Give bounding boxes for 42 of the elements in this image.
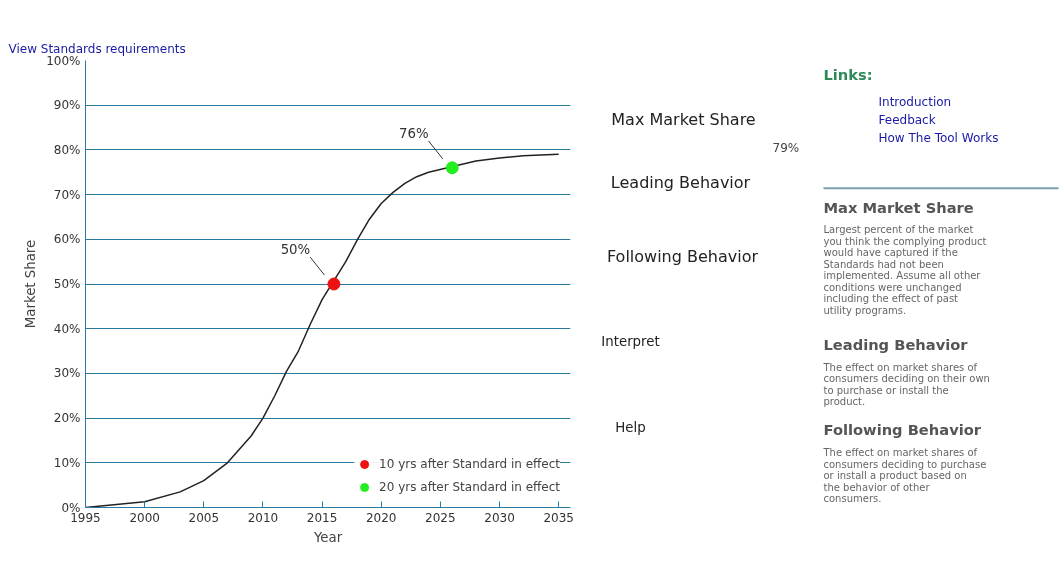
y-tick-label: 100%: [46, 53, 81, 68]
text: Largest percent of the market you think the complying product would have captured if the Standards had not been implemented. Assume all other conditions were unchanged including the effect of past utility programs.: [823, 223, 987, 316]
text: Max Market Share: [823, 199, 974, 217]
x-tick-label: 2015: [306, 510, 338, 525]
text: Feedback: [878, 113, 936, 128]
x-tick-label: 2035: [543, 510, 574, 525]
text: Following Behavior: [823, 420, 982, 438]
legend-label: 10 yrs after Standard in effect: [379, 457, 560, 471]
y-tick-label: 80%: [53, 142, 81, 157]
text: Links:: [823, 65, 873, 83]
text: Introduction: [878, 94, 952, 109]
y-tick-label: 60%: [53, 232, 81, 247]
y-tick-label: 20%: [53, 411, 81, 426]
x-tick-label: 2005: [188, 510, 220, 525]
text: Leading Behavior: [610, 172, 751, 192]
text: Interpret: [601, 334, 660, 350]
text: Help: [615, 420, 646, 436]
y-tick-label: 90%: [53, 98, 81, 113]
text: The effect on market shares of consumers deciding on their own to purchase or install the product.: [822, 361, 990, 408]
y-tick-label: 50%: [53, 277, 81, 291]
legend-label: 20 yrs after Standard in effect: [379, 480, 560, 494]
text: Following Behavior: [606, 247, 759, 266]
y-tick-label: 70%: [53, 187, 81, 202]
annotation: 50%: [280, 242, 311, 258]
x-tick-label: 2000: [129, 510, 160, 525]
x-tick-label: 1995: [70, 510, 101, 525]
x-tick-label: 2030: [484, 510, 515, 525]
text: Max Market Share: [611, 109, 756, 129]
text: View Standards requirements: [8, 41, 186, 56]
text: The effect on market shares of consumers deciding to purchase or install a product based on the behavior of other consumers.: [822, 447, 987, 505]
y-axis-title: Market Share: [23, 239, 39, 329]
y-tick-label: 40%: [53, 321, 81, 336]
annotation: 76%: [398, 125, 429, 141]
text: 79%: [772, 141, 800, 156]
y-tick-label: 10%: [53, 455, 81, 470]
text: Leading Behavior: [823, 335, 969, 353]
x-axis-title: Year: [312, 529, 343, 545]
text: How The Tool Works: [878, 130, 999, 145]
x-tick-label: 2025: [425, 510, 456, 525]
y-tick-label: 30%: [53, 366, 81, 381]
x-tick-label: 2020: [365, 510, 397, 525]
x-tick-label: 2010: [247, 510, 279, 525]
